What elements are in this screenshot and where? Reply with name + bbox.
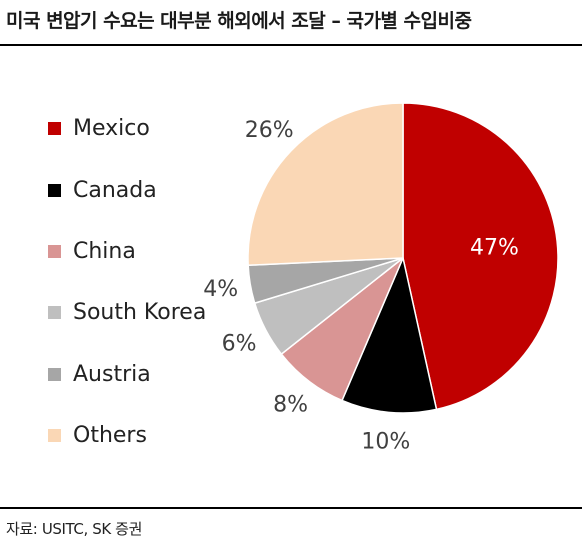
legend-swatch-mexico bbox=[48, 121, 61, 135]
pie-slice-canada bbox=[341, 255, 438, 414]
legend-item-south-korea: South Korea bbox=[48, 296, 206, 328]
top-divider bbox=[0, 44, 582, 46]
data-label-others: 26% bbox=[245, 118, 294, 143]
source-note: 자료: USITC, SK 증권 bbox=[6, 520, 142, 538]
legend-swatch-south-korea bbox=[48, 305, 61, 319]
legend-label-china: China bbox=[73, 238, 136, 264]
data-label-austria: 4% bbox=[203, 277, 238, 302]
chart-title: 미국 변압기 수요는 대부분 해외에서 조달 – 국가별 수입비중 bbox=[6, 10, 472, 32]
data-label-canada: 10% bbox=[361, 430, 410, 455]
pie-slices bbox=[247, 102, 559, 414]
pie-slice-others bbox=[247, 102, 404, 267]
data-label-china: 8% bbox=[273, 392, 308, 417]
legend-item-canada: Canada bbox=[48, 174, 157, 206]
pie-data-labels: 47% 10% 8% 6% 4% 26% bbox=[203, 118, 519, 455]
legend-swatch-others bbox=[48, 428, 61, 442]
legend-label-south-korea: South Korea bbox=[73, 299, 207, 325]
legend-label-austria: Austria bbox=[73, 361, 151, 387]
data-label-mexico: 47% bbox=[470, 236, 519, 261]
legend-label-mexico: Mexico bbox=[73, 115, 150, 141]
data-label-south-korea: 6% bbox=[222, 331, 257, 356]
legend-swatch-canada bbox=[48, 183, 61, 197]
legend-label-others: Others bbox=[73, 422, 147, 448]
legend-label-canada: Canada bbox=[73, 177, 157, 203]
legend-item-others: Others bbox=[48, 419, 147, 451]
pie-slice-mexico bbox=[402, 102, 559, 411]
legend-item-austria: Austria bbox=[48, 358, 151, 390]
legend-swatch-china bbox=[48, 244, 61, 258]
bottom-divider bbox=[0, 507, 582, 509]
legend-item-mexico: Mexico bbox=[48, 112, 150, 144]
legend-item-china: China bbox=[48, 235, 136, 267]
legend-swatch-austria bbox=[48, 367, 61, 381]
